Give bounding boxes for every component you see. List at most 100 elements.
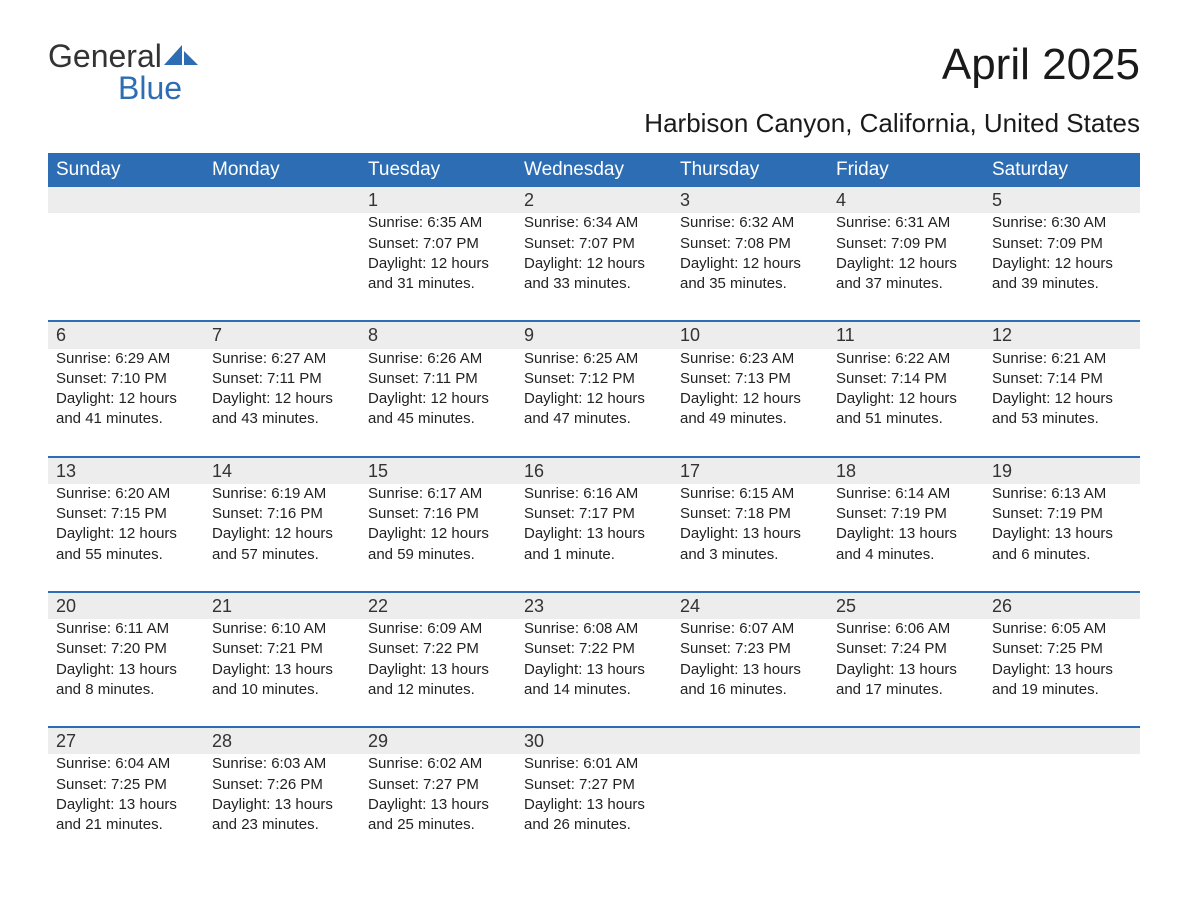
calendar-day-number: 10 <box>672 321 828 348</box>
sunrise-text: Sunrise: 6:35 AM <box>368 213 508 233</box>
daylight-text-1: Daylight: 13 hours <box>56 795 196 815</box>
daylight-text-2: and 12 minutes. <box>368 680 508 700</box>
calendar-day-number: 29 <box>360 727 516 754</box>
calendar-day-cell: Sunrise: 6:10 AMSunset: 7:21 PMDaylight:… <box>204 619 360 727</box>
sunset-text: Sunset: 7:07 PM <box>368 234 508 254</box>
sunrise-text: Sunrise: 6:09 AM <box>368 619 508 639</box>
sunset-text: Sunset: 7:26 PM <box>212 775 352 795</box>
sunset-text: Sunset: 7:16 PM <box>368 504 508 524</box>
daylight-text-2: and 21 minutes. <box>56 815 196 835</box>
sunrise-text: Sunrise: 6:22 AM <box>836 349 976 369</box>
daylight-text-2: and 49 minutes. <box>680 409 820 429</box>
sunrise-text: Sunrise: 6:14 AM <box>836 484 976 504</box>
calendar-day-cell: Sunrise: 6:29 AMSunset: 7:10 PMDaylight:… <box>48 349 204 457</box>
calendar-day-cell: Sunrise: 6:09 AMSunset: 7:22 PMDaylight:… <box>360 619 516 727</box>
sunrise-text: Sunrise: 6:04 AM <box>56 754 196 774</box>
calendar-day-number: 28 <box>204 727 360 754</box>
sunrise-text: Sunrise: 6:03 AM <box>212 754 352 774</box>
sunset-text: Sunset: 7:24 PM <box>836 639 976 659</box>
calendar-day-cell: Sunrise: 6:32 AMSunset: 7:08 PMDaylight:… <box>672 213 828 321</box>
sunset-text: Sunset: 7:09 PM <box>992 234 1132 254</box>
daylight-text-1: Daylight: 12 hours <box>56 389 196 409</box>
daylight-text-2: and 39 minutes. <box>992 274 1132 294</box>
daylight-text-2: and 16 minutes. <box>680 680 820 700</box>
daylight-text-1: Daylight: 13 hours <box>524 660 664 680</box>
calendar-day-cell <box>984 754 1140 861</box>
sunset-text: Sunset: 7:25 PM <box>992 639 1132 659</box>
daylight-text-2: and 59 minutes. <box>368 545 508 565</box>
daylight-text-2: and 25 minutes. <box>368 815 508 835</box>
calendar-day-cell <box>828 754 984 861</box>
brand-logo: General Blue <box>48 40 198 104</box>
sunset-text: Sunset: 7:12 PM <box>524 369 664 389</box>
calendar-day-number: 11 <box>828 321 984 348</box>
sunrise-text: Sunrise: 6:34 AM <box>524 213 664 233</box>
calendar-day-cell: Sunrise: 6:13 AMSunset: 7:19 PMDaylight:… <box>984 484 1140 592</box>
sunrise-text: Sunrise: 6:05 AM <box>992 619 1132 639</box>
daylight-text-2: and 57 minutes. <box>212 545 352 565</box>
daylight-text-2: and 37 minutes. <box>836 274 976 294</box>
page-subtitle: Harbison Canyon, California, United Stat… <box>48 108 1140 139</box>
sunset-text: Sunset: 7:25 PM <box>56 775 196 795</box>
calendar-day-cell: Sunrise: 6:21 AMSunset: 7:14 PMDaylight:… <box>984 349 1140 457</box>
calendar-day-cell: Sunrise: 6:15 AMSunset: 7:18 PMDaylight:… <box>672 484 828 592</box>
sunset-text: Sunset: 7:22 PM <box>524 639 664 659</box>
daylight-text-2: and 8 minutes. <box>56 680 196 700</box>
calendar-day-cell: Sunrise: 6:11 AMSunset: 7:20 PMDaylight:… <box>48 619 204 727</box>
daylight-text-2: and 26 minutes. <box>524 815 664 835</box>
sunset-text: Sunset: 7:18 PM <box>680 504 820 524</box>
sunset-text: Sunset: 7:27 PM <box>368 775 508 795</box>
daylight-text-1: Daylight: 12 hours <box>836 389 976 409</box>
calendar-week-row: Sunrise: 6:04 AMSunset: 7:25 PMDaylight:… <box>48 754 1140 861</box>
calendar-day-cell: Sunrise: 6:17 AMSunset: 7:16 PMDaylight:… <box>360 484 516 592</box>
calendar-day-cell: Sunrise: 6:23 AMSunset: 7:13 PMDaylight:… <box>672 349 828 457</box>
sunrise-text: Sunrise: 6:31 AM <box>836 213 976 233</box>
daylight-text-1: Daylight: 12 hours <box>212 524 352 544</box>
calendar-day-cell: Sunrise: 6:14 AMSunset: 7:19 PMDaylight:… <box>828 484 984 592</box>
daylight-text-1: Daylight: 13 hours <box>368 795 508 815</box>
calendar-day-number: 24 <box>672 592 828 619</box>
daylight-text-1: Daylight: 13 hours <box>680 524 820 544</box>
sunrise-text: Sunrise: 6:02 AM <box>368 754 508 774</box>
calendar-header-cell: Monday <box>204 153 360 187</box>
sunrise-text: Sunrise: 6:19 AM <box>212 484 352 504</box>
calendar-day-cell: Sunrise: 6:27 AMSunset: 7:11 PMDaylight:… <box>204 349 360 457</box>
calendar-week-row: Sunrise: 6:20 AMSunset: 7:15 PMDaylight:… <box>48 484 1140 592</box>
daylight-text-2: and 14 minutes. <box>524 680 664 700</box>
sunset-text: Sunset: 7:21 PM <box>212 639 352 659</box>
daylight-text-1: Daylight: 13 hours <box>56 660 196 680</box>
calendar-week-row: Sunrise: 6:35 AMSunset: 7:07 PM Daylight:… <box>48 213 1140 321</box>
calendar-day-cell: Sunrise: 6:02 AMSunset: 7:27 PMDaylight:… <box>360 754 516 861</box>
daylight-text-1: Daylight: 12 hours <box>524 254 664 274</box>
daylight-text-1: Daylight: 13 hours <box>836 660 976 680</box>
calendar-day-number: 4 <box>828 187 984 213</box>
daylight-text-2: and 33 minutes. <box>524 274 664 294</box>
sunrise-text: Sunrise: 6:17 AM <box>368 484 508 504</box>
calendar-day-number <box>984 727 1140 754</box>
calendar-day-number: 5 <box>984 187 1140 213</box>
daylight-text-1: Daylight: 12 hours <box>992 254 1132 274</box>
calendar-day-number: 21 <box>204 592 360 619</box>
calendar-day-cell: Sunrise: 6:07 AMSunset: 7:23 PMDaylight:… <box>672 619 828 727</box>
sunrise-text: Sunrise: 6:29 AM <box>56 349 196 369</box>
calendar-header-cell: Wednesday <box>516 153 672 187</box>
calendar-day-cell: Sunrise: 6:08 AMSunset: 7:22 PMDaylight:… <box>516 619 672 727</box>
daylight-text-2: and 10 minutes. <box>212 680 352 700</box>
daylight-text-1: Daylight: 13 hours <box>524 524 664 544</box>
calendar-header-row: SundayMondayTuesdayWednesdayThursdayFrid… <box>48 153 1140 187</box>
calendar-day-number: 17 <box>672 457 828 484</box>
calendar-week-row: Sunrise: 6:29 AMSunset: 7:10 PMDaylight:… <box>48 349 1140 457</box>
daylight-text-2: and 3 minutes. <box>680 545 820 565</box>
daylight-text-1: Daylight: 13 hours <box>680 660 820 680</box>
calendar-day-number: 12 <box>984 321 1140 348</box>
daylight-text-2: and 53 minutes. <box>992 409 1132 429</box>
daylight-text-1: Daylight: 12 hours <box>56 524 196 544</box>
daylight-text-2: and 1 minute. <box>524 545 664 565</box>
calendar-day-number <box>48 187 204 213</box>
calendar-day-number: 26 <box>984 592 1140 619</box>
calendar-day-number: 19 <box>984 457 1140 484</box>
daylight-text-1: Daylight: 13 hours <box>992 660 1132 680</box>
sunrise-text: Sunrise: 6:32 AM <box>680 213 820 233</box>
sunset-text: Sunset: 7:27 PM <box>524 775 664 795</box>
calendar-day-cell: Sunrise: 6:19 AMSunset: 7:16 PMDaylight:… <box>204 484 360 592</box>
